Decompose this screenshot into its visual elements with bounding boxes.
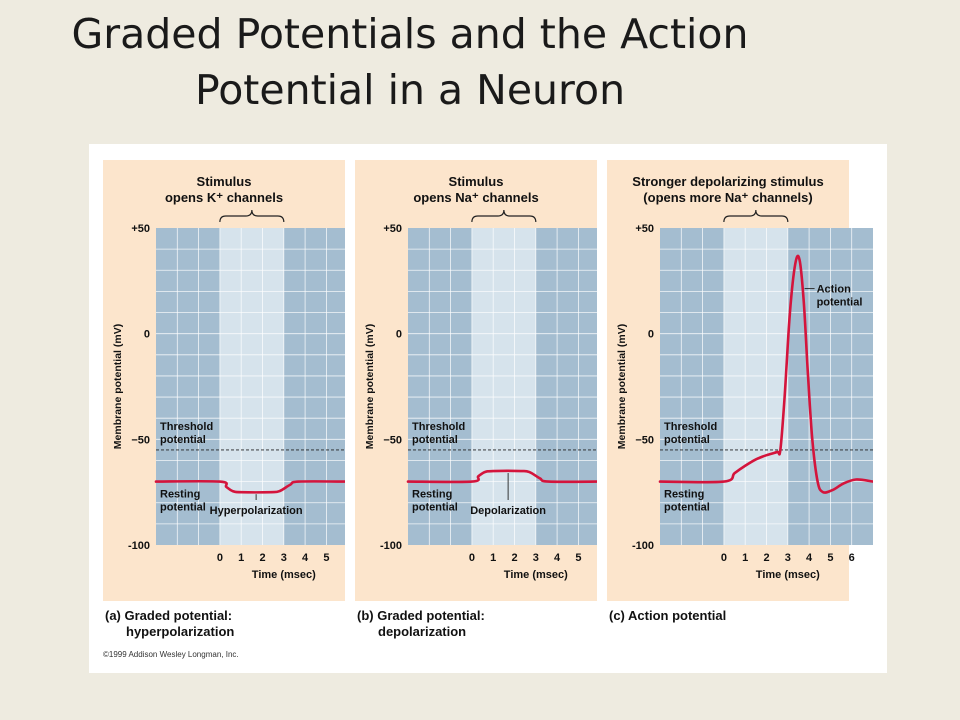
y-tick-label: 0: [396, 329, 402, 341]
y-axis-label: Membrane potential (mV): [364, 324, 376, 449]
caption-b: (b) Graded potential: depolarization: [357, 608, 485, 640]
resting-label: Resting: [412, 489, 452, 501]
stimulus-window: [723, 228, 788, 545]
threshold-label: potential: [664, 434, 710, 446]
chart-a-svg: +50 0 −50 -100 Membrane potential (mV) 0 1 2 3 4 5…: [112, 209, 345, 581]
stimulus-label: Stimulus opens Na⁺ channels: [355, 174, 597, 206]
stimulus-window: [219, 228, 284, 545]
caption-c: (c) Action potential: [609, 608, 726, 624]
annotation-label: Hyperpolarization: [210, 505, 303, 517]
stimulus-window: [471, 228, 536, 545]
threshold-label: potential: [412, 434, 458, 446]
resting-label: potential: [160, 502, 206, 514]
y-tick-label: −50: [131, 434, 150, 446]
y-tick-label: -100: [128, 540, 150, 552]
caption-a: (a) Graded potential: hyperpolarization: [105, 608, 234, 640]
x-tick-label: 4: [302, 552, 309, 564]
caption-a-line2: hyperpolarization: [126, 624, 235, 639]
annotation-label: potential: [817, 297, 863, 309]
x-tick-label: 2: [763, 552, 769, 564]
annotation-label: Depolarization: [470, 505, 546, 517]
stimulus-label-line1: Stimulus: [196, 174, 252, 189]
y-tick-label: +50: [131, 223, 150, 235]
x-tick-label: 1: [238, 552, 244, 564]
threshold-label: Threshold: [664, 421, 717, 433]
y-tick-label: +50: [635, 223, 654, 235]
stimulus-label: Stimulus opens K⁺ channels: [103, 174, 345, 206]
caption-b-line1: (b) Graded potential:: [357, 608, 485, 623]
x-tick-label: 5: [827, 552, 833, 564]
x-axis-label: Time (msec): [756, 569, 820, 581]
x-tick-label: 3: [281, 552, 287, 564]
membrane-potential-trace: [658, 254, 873, 494]
chart-c-svg: +50 0 −50 -100 Membrane potential (mV) 0 1 2 3 4 5…: [616, 209, 873, 581]
caption-c-line1: (c) Action potential: [609, 608, 727, 623]
y-tick-label: -100: [632, 540, 654, 552]
caption-a-line1: (a) Graded potential:: [105, 608, 233, 623]
caption-b-line2: depolarization: [378, 624, 467, 639]
membrane-potential-trace: [154, 479, 345, 494]
threshold-label: Threshold: [160, 421, 213, 433]
x-tick-label: 5: [323, 552, 329, 564]
chart-b-svg: +50 0 −50 -100 Membrane potential (mV) 0 1 2 3 4 5…: [364, 209, 597, 581]
threshold-label: Threshold: [412, 421, 465, 433]
x-tick-label: 4: [554, 552, 561, 564]
annotation-label: Action: [817, 284, 852, 296]
panel-b-depolarization: Stimulus opens Na⁺ channels +50 0 −50 -100 M…: [355, 160, 597, 601]
panel-a-hyperpolarization: Stimulus opens K⁺ channels +50 0 −50 -100 Me…: [103, 160, 345, 601]
slide-title: Graded Potentials and the Action Potenti…: [0, 6, 820, 118]
x-tick-label: 5: [575, 552, 581, 564]
y-axis-label: Membrane potential (mV): [616, 324, 628, 449]
x-tick-label: 3: [533, 552, 539, 564]
slide-title-line2: Potential in a Neuron: [194, 66, 626, 114]
stimulus-label-line1: Stronger depolarizing stimulus: [632, 174, 824, 189]
stimulus-brace: [219, 209, 285, 223]
stimulus-label-line2: opens Na⁺ channels: [413, 190, 539, 205]
resting-label: potential: [664, 502, 710, 514]
y-tick-label: +50: [383, 223, 402, 235]
x-tick-label: 2: [511, 552, 517, 564]
x-tick-label: 2: [259, 552, 265, 564]
resting-label: potential: [412, 502, 458, 514]
x-axis-label: Time (msec): [504, 569, 568, 581]
stimulus-brace: [723, 209, 789, 223]
x-tick-label: 1: [742, 552, 748, 564]
stimulus-label: Stronger depolarizing stimulus (opens mo…: [607, 174, 849, 206]
x-tick-label: 3: [785, 552, 791, 564]
y-axis-label: Membrane potential (mV): [112, 324, 124, 449]
resting-label: Resting: [160, 489, 200, 501]
slide-title-line1: Graded Potentials and the Action: [71, 10, 749, 58]
y-tick-label: -100: [380, 540, 402, 552]
x-tick-label: 6: [849, 552, 855, 564]
x-tick-label: 1: [490, 552, 496, 564]
y-tick-label: 0: [144, 329, 150, 341]
stimulus-brace: [471, 209, 537, 223]
neuron-potential-figure: Stimulus opens K⁺ channels +50 0 −50 -100 Me…: [89, 144, 887, 673]
stimulus-label-line2: (opens more Na⁺ channels): [643, 190, 813, 205]
y-tick-label: 0: [648, 329, 654, 341]
stimulus-label-line1: Stimulus: [448, 174, 504, 189]
x-tick-label: 0: [217, 552, 223, 564]
resting-label: Resting: [664, 489, 704, 501]
membrane-potential-trace: [406, 469, 597, 484]
y-tick-label: −50: [635, 434, 654, 446]
stimulus-label-line2: opens K⁺ channels: [164, 190, 284, 205]
threshold-label: potential: [160, 434, 206, 446]
copyright-text: ©1999 Addison Wesley Longman, Inc.: [103, 650, 239, 659]
x-tick-label: 0: [721, 552, 727, 564]
panel-c-action-potential: Stronger depolarizing stimulus (opens mo…: [607, 160, 873, 601]
y-tick-label: −50: [383, 434, 402, 446]
x-tick-label: 4: [806, 552, 813, 564]
x-axis-label: Time (msec): [252, 569, 316, 581]
x-tick-label: 0: [469, 552, 475, 564]
